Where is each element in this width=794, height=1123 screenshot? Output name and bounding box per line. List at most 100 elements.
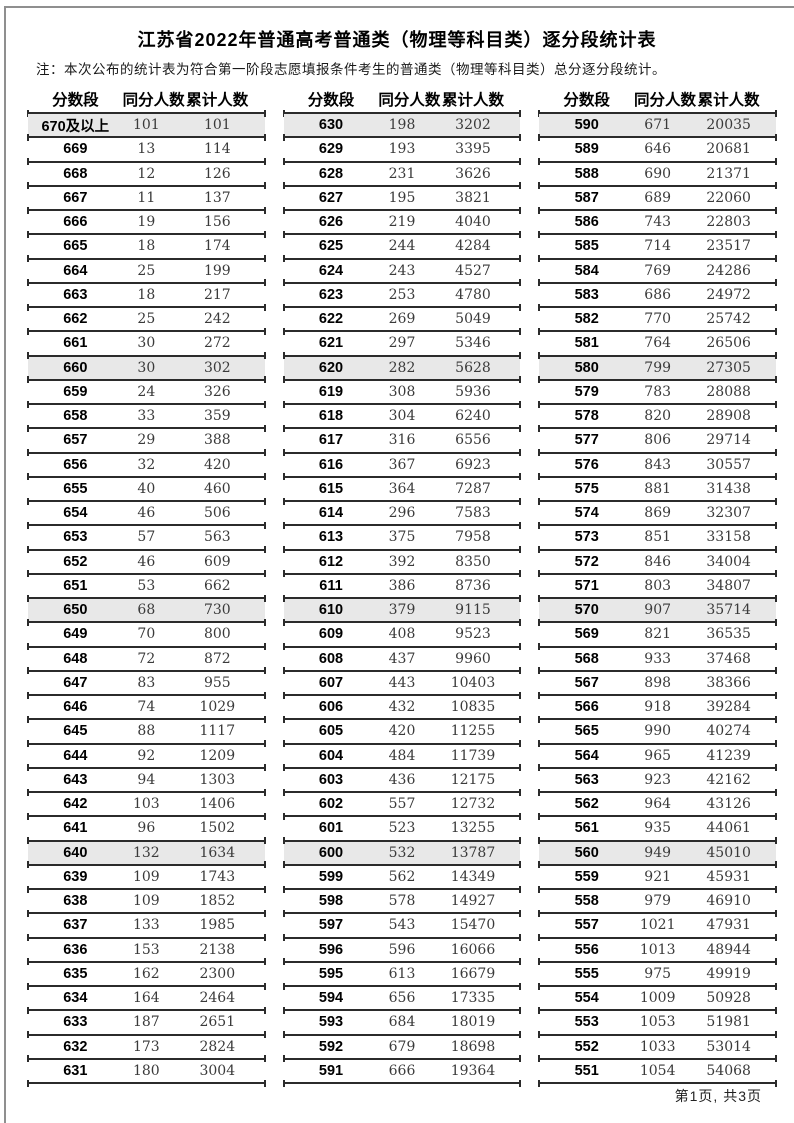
score-range-cell: 659 [63, 383, 88, 400]
table-row: 653 57 563 [27, 526, 266, 554]
table-row: 579 783 28088 [538, 381, 777, 408]
table-row: 551 1054 54068 [538, 1060, 777, 1087]
same-score-count-cell: 557 [388, 796, 416, 813]
score-range-cell: 576 [574, 456, 599, 473]
score-range-cell: 578 [574, 408, 599, 425]
score-range-cell: 562 [574, 796, 599, 813]
table-row: 643 94 1303 [27, 769, 266, 796]
cumulative-count-cell: 506 [203, 505, 231, 522]
same-score-count-cell: 72 [137, 650, 156, 667]
table-row: 640 132 1634 [27, 841, 266, 869]
score-range-cell: 635 [63, 965, 88, 982]
table-row: 605 420 11255 [282, 720, 522, 748]
table-row: 628 231 3626 [282, 163, 522, 190]
cumulative-count-cell: 420 [203, 456, 231, 473]
same-score-count-cell: 173 [132, 1038, 160, 1055]
cumulative-count-cell: 5049 [455, 311, 491, 328]
same-score-count-cell: 1021 [639, 917, 676, 934]
table-row: 663 18 217 [27, 284, 266, 311]
table-row: 612 392 8350 [282, 551, 522, 578]
table-row: 636 153 2138 [27, 939, 266, 966]
same-score-count-cell: 975 [644, 965, 672, 982]
table-row: 598 578 14927 [282, 890, 522, 918]
score-range-cell: 604 [318, 747, 344, 764]
score-range-cell: 642 [63, 796, 88, 813]
same-score-count-cell: 443 [388, 674, 416, 691]
same-score-count-cell: 596 [388, 941, 416, 958]
same-score-count-cell: 646 [644, 141, 672, 158]
score-range-cell: 628 [318, 165, 344, 182]
same-score-count-cell: 367 [388, 456, 416, 473]
same-score-count-cell: 109 [132, 868, 160, 885]
score-range-cell: 579 [574, 383, 599, 400]
score-range-cell: 612 [318, 553, 344, 570]
table-row: 568 933 37468 [538, 648, 777, 675]
score-range-cell: 645 [63, 723, 88, 740]
table-row: 621 297 5346 [282, 332, 522, 360]
cumulative-count-cell: 18698 [450, 1038, 496, 1055]
score-range-cell: 613 [318, 529, 344, 546]
table-row: 649 70 800 [27, 623, 266, 651]
table-row: 650 68 730 [27, 599, 266, 627]
same-score-count-cell: 803 [644, 577, 672, 594]
same-score-count-cell: 32 [137, 456, 156, 473]
score-range-cell: 661 [63, 335, 88, 352]
cumulative-count-cell: 51981 [706, 1014, 751, 1031]
page-number: 第1页, 共3页 [674, 1088, 762, 1104]
same-score-count-cell: 316 [388, 432, 416, 449]
table-row: 623 253 4780 [282, 284, 522, 311]
cumulative-count-cell: 1303 [199, 771, 236, 788]
score-range-cell: 610 [318, 602, 344, 619]
cumulative-count-cell: 4040 [455, 214, 491, 231]
table-row: 656 32 420 [27, 454, 266, 481]
cumulative-count-cell: 242 [203, 311, 231, 328]
cumulative-count-cell: 20035 [706, 117, 751, 134]
same-score-count-cell: 820 [644, 408, 672, 425]
score-range-cell: 609 [318, 626, 344, 643]
same-score-count-cell: 231 [388, 165, 416, 182]
table-row: 606 432 10835 [282, 696, 522, 724]
same-score-count-cell: 690 [644, 165, 672, 182]
score-range-cell: 593 [318, 1014, 344, 1031]
cumulative-count-cell: 1406 [199, 796, 236, 813]
cumulative-count-cell: 6240 [455, 408, 491, 425]
table-row: 613 375 7958 [282, 526, 522, 554]
same-score-count-cell: 933 [644, 650, 672, 667]
cumulative-count-cell: 6556 [455, 432, 491, 449]
cumulative-count-cell: 49919 [706, 965, 751, 982]
same-score-count-cell: 1013 [639, 941, 676, 958]
same-score-count-cell: 1009 [639, 990, 676, 1007]
table-row: 592 679 18698 [282, 1036, 522, 1063]
score-range-cell: 569 [574, 626, 599, 643]
score-range-cell: 605 [318, 723, 344, 740]
score-range-cell: 622 [318, 311, 344, 328]
table-header: 分数段 同分人数 累计人数 [539, 86, 776, 112]
table-row: 585 714 23517 [538, 235, 777, 263]
table-row: 602 557 12732 [282, 793, 522, 821]
table-row: 622 269 5049 [282, 308, 522, 336]
table-row: 588 690 21371 [538, 163, 777, 190]
column-header-cumulative-count: 累计人数 [697, 92, 760, 109]
score-range-cell: 552 [574, 1038, 599, 1055]
table-row: 591 666 19364 [282, 1060, 522, 1087]
table-row: 595 613 16679 [282, 963, 522, 990]
table-row: 583 686 24972 [538, 284, 777, 311]
cumulative-count-cell: 3821 [455, 189, 491, 206]
score-range-cell: 588 [574, 165, 599, 182]
same-score-count-cell: 898 [644, 674, 672, 691]
same-score-count-cell: 219 [388, 214, 416, 231]
same-score-count-cell: 686 [644, 286, 672, 303]
cumulative-count-cell: 38366 [706, 674, 751, 691]
table-row: 556 1013 48944 [538, 939, 777, 966]
table-row: 609 408 9523 [282, 623, 522, 651]
table-row: 634 164 2464 [27, 987, 266, 1015]
cumulative-count-cell: 126 [203, 165, 231, 182]
cumulative-count-cell: 42162 [706, 771, 751, 788]
score-range-cell: 654 [63, 505, 88, 522]
score-range-cell: 602 [318, 796, 344, 813]
score-range-cell: 591 [318, 1062, 344, 1079]
same-score-count-cell: 13 [137, 141, 156, 158]
cumulative-count-cell: 24972 [706, 286, 751, 303]
same-score-count-cell: 244 [388, 238, 416, 255]
table-row: 641 96 1502 [27, 817, 266, 845]
